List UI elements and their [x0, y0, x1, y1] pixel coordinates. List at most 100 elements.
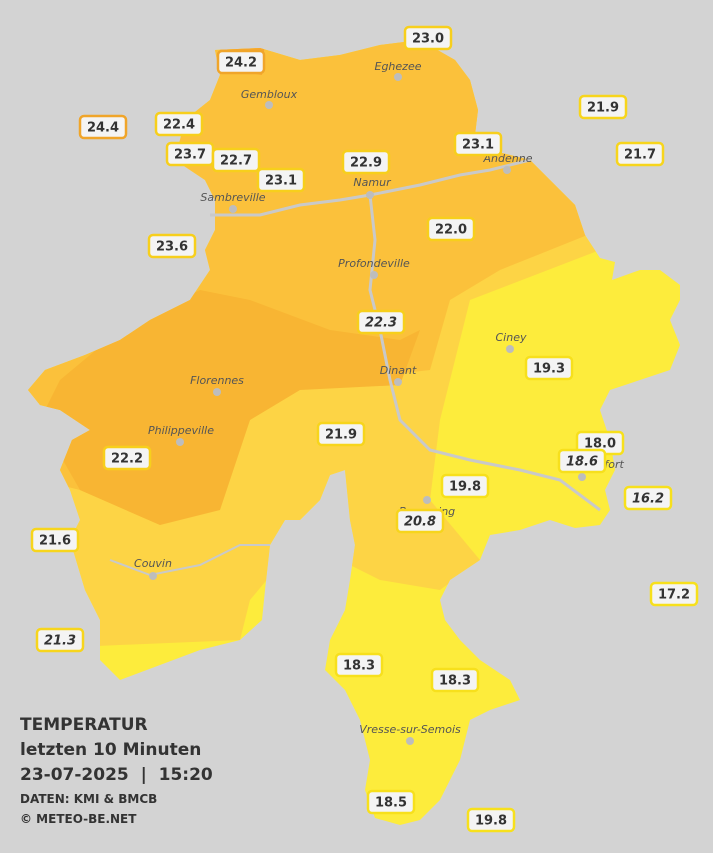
station-value: 23.6: [156, 240, 188, 255]
river: [109, 544, 270, 577]
station-value: 22.7: [220, 154, 252, 169]
station-box: [211, 147, 261, 173]
city-dot: [394, 73, 402, 81]
station-box: [154, 111, 204, 137]
city-dot: [506, 345, 514, 353]
station-value: 21.9: [587, 101, 619, 116]
station-box: [649, 581, 699, 607]
station-box: [341, 149, 391, 175]
station: 22.2: [102, 445, 152, 471]
station-value: 24.2: [225, 56, 257, 71]
station: 21.6: [30, 527, 80, 553]
station-value: 19.3: [533, 362, 565, 377]
station: 21.3: [35, 627, 85, 653]
station-box: [623, 485, 673, 511]
city-dot: [503, 166, 511, 174]
station-value: 21.6: [39, 534, 71, 549]
station-value: 22.2: [111, 452, 143, 467]
station: 17.2: [649, 581, 699, 607]
station-box: [615, 141, 665, 167]
station-box: [35, 627, 85, 653]
station: 23.0: [403, 25, 453, 51]
station: 18.3: [430, 667, 480, 693]
station: 23.1: [453, 131, 503, 157]
city-label: Vresse-sur-Semois: [359, 723, 461, 736]
station-value: 18.3: [439, 674, 471, 689]
station: 24.4: [78, 114, 128, 140]
station: 19.3: [524, 355, 574, 381]
city-label: Sambreville: [200, 191, 265, 204]
station-value: 22.3: [365, 316, 397, 331]
station-value: 21.7: [624, 148, 656, 163]
station-box: [334, 652, 384, 678]
city-dot: [176, 438, 184, 446]
title-line: 23-07-2025 | 15:20: [20, 765, 213, 785]
station: 18.6: [557, 448, 607, 474]
station-box: [430, 667, 480, 693]
city-label: Eghezee: [375, 60, 422, 73]
city-label: Namur: [353, 176, 392, 189]
station: 18.3: [334, 652, 384, 678]
city-label: Philippeville: [148, 424, 214, 437]
city-dot: [370, 271, 378, 279]
station-value: 23.1: [265, 174, 297, 189]
city-label: Florennes: [190, 374, 244, 387]
station-box: [453, 131, 503, 157]
station-box: [578, 94, 628, 120]
station: 16.2: [623, 485, 673, 511]
station-value: 17.2: [658, 588, 690, 603]
station-value: 16.2: [632, 492, 664, 507]
city-dot: [229, 205, 237, 213]
station-value: 18.6: [566, 455, 598, 470]
station: 18.5: [366, 789, 416, 815]
station-box: [466, 807, 516, 833]
station-value: 23.1: [462, 138, 494, 153]
station-value: 24.4: [87, 121, 119, 136]
station-value: 22.9: [350, 156, 382, 171]
city-label: Ciney: [496, 331, 527, 344]
station: 21.9: [578, 94, 628, 120]
station-box: [395, 508, 445, 534]
credit-line: © METEO-BE.NET: [20, 812, 137, 826]
station-value: 19.8: [449, 480, 481, 495]
station: 21.9: [316, 421, 366, 447]
station-box: [78, 114, 128, 140]
station: 23.6: [147, 233, 197, 259]
station-box: [147, 233, 197, 259]
station: 22.9: [341, 149, 391, 175]
station-box: [403, 25, 453, 51]
city-dot: [406, 737, 414, 745]
title-line: letzten 10 Minuten: [20, 740, 201, 760]
city-dot: [366, 191, 374, 199]
station-value: 20.8: [404, 515, 436, 530]
station-box: [440, 473, 490, 499]
stations: 24.2 23.0 24.4 22.4 21.9 23.7 22.7 22.9 23.1 21.7…: [30, 25, 699, 833]
station: 19.8: [440, 473, 490, 499]
station: 22.4: [154, 111, 204, 137]
station: 22.0: [426, 216, 476, 242]
station: 23.7: [165, 141, 215, 167]
station-box: [426, 216, 476, 242]
station-box: [30, 527, 80, 553]
city-label: Profondeville: [338, 257, 410, 270]
station-value: 21.3: [44, 634, 76, 649]
station-box: [366, 789, 416, 815]
station: 22.3: [356, 309, 406, 335]
city-dot: [423, 496, 431, 504]
title-line: TEMPERATUR: [20, 715, 148, 735]
station-value: 18.3: [343, 659, 375, 674]
city-dot: [149, 572, 157, 580]
city-dot: [265, 101, 273, 109]
station-value: 22.0: [435, 223, 467, 238]
city-label: Couvin: [134, 557, 172, 570]
station-box: [557, 448, 607, 474]
station-value: 21.9: [325, 428, 357, 443]
title-block: TEMPERATUR letzten 10 Minuten 23-07-2025 |…: [20, 715, 213, 826]
station-value: 19.8: [475, 814, 507, 829]
station: 19.8: [466, 807, 516, 833]
station-box: [256, 167, 306, 193]
city-label: Dinant: [380, 364, 417, 377]
station: 20.8: [395, 508, 445, 534]
station: 23.1: [256, 167, 306, 193]
